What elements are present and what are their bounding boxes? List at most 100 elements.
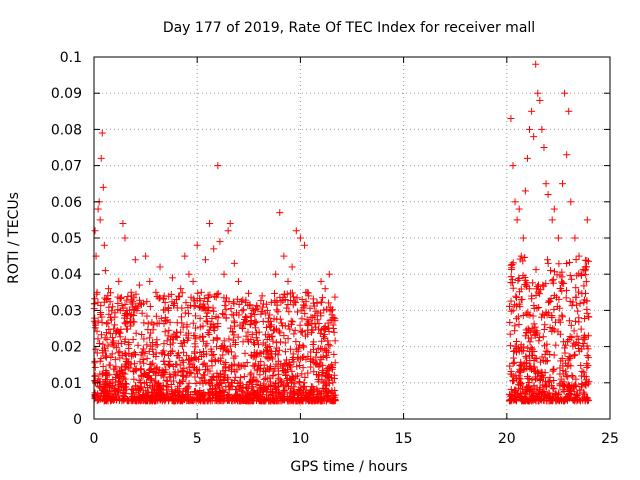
data-point <box>129 368 137 376</box>
data-point <box>301 310 309 318</box>
data-point <box>175 392 183 400</box>
data-point <box>143 354 151 362</box>
data-point <box>102 396 110 404</box>
data-point <box>242 313 250 321</box>
data-point <box>568 334 576 342</box>
data-point <box>194 391 202 399</box>
data-point <box>164 360 172 368</box>
data-point <box>299 384 307 392</box>
data-point <box>125 341 133 349</box>
data-point <box>242 332 250 340</box>
data-point <box>96 216 104 224</box>
data-point <box>552 293 560 301</box>
data-point <box>518 295 526 303</box>
data-point <box>233 396 241 404</box>
data-point <box>229 328 237 336</box>
data-point <box>231 352 239 360</box>
data-point <box>289 387 297 395</box>
data-point <box>196 348 204 356</box>
data-point <box>164 351 172 359</box>
data-point <box>518 395 526 403</box>
data-point <box>583 257 591 265</box>
data-point <box>146 302 154 310</box>
data-point <box>513 294 521 302</box>
data-point <box>580 282 588 290</box>
data-point <box>269 337 277 345</box>
data-point <box>558 354 566 362</box>
data-point <box>236 362 244 370</box>
data-point <box>140 299 148 307</box>
data-point <box>286 325 294 333</box>
data-point <box>511 327 519 335</box>
y-tick-label: 0.06 <box>51 195 82 211</box>
data-point <box>233 295 241 303</box>
data-point <box>527 344 535 352</box>
data-point <box>276 376 284 384</box>
data-point <box>173 296 181 304</box>
data-point <box>301 302 309 310</box>
data-point <box>279 382 287 390</box>
data-point <box>235 311 243 319</box>
data-point <box>246 301 254 309</box>
data-point <box>577 325 585 333</box>
data-point <box>225 396 233 404</box>
data-point <box>239 388 247 396</box>
data-point <box>205 379 213 387</box>
data-point <box>283 356 291 364</box>
data-point <box>129 298 137 306</box>
x-axis-label: GPS time / hours <box>290 459 407 475</box>
data-point <box>164 332 172 340</box>
data-point <box>241 349 249 357</box>
data-point <box>305 397 313 405</box>
data-point <box>295 341 303 349</box>
data-point <box>146 334 154 342</box>
data-point <box>331 315 339 323</box>
data-point <box>94 205 102 213</box>
data-point <box>509 360 517 368</box>
data-point <box>112 374 120 382</box>
data-point <box>160 368 168 376</box>
data-point <box>177 328 185 336</box>
data-point <box>526 338 534 346</box>
data-point <box>149 388 157 396</box>
data-point <box>516 303 524 311</box>
data-point <box>101 334 109 342</box>
data-point <box>519 272 527 280</box>
data-point <box>245 379 253 387</box>
data-point <box>116 377 124 385</box>
data-point <box>534 281 542 289</box>
data-point <box>185 397 193 405</box>
data-point <box>123 306 131 314</box>
data-point <box>171 387 179 395</box>
data-point <box>319 294 327 302</box>
data-point <box>168 298 176 306</box>
data-point <box>213 369 221 377</box>
data-point <box>539 333 547 341</box>
data-point <box>550 385 558 393</box>
data-point <box>247 335 255 343</box>
data-point <box>96 357 104 365</box>
data-point <box>181 252 189 260</box>
data-points <box>90 60 593 405</box>
data-point <box>216 238 224 246</box>
data-point <box>533 384 541 392</box>
data-point <box>200 351 208 359</box>
data-point <box>540 311 548 319</box>
data-point <box>293 389 301 397</box>
data-point <box>562 286 570 294</box>
data-point <box>300 301 308 309</box>
data-point <box>134 302 142 310</box>
data-point <box>93 288 101 296</box>
data-point <box>120 383 128 391</box>
data-point <box>196 333 204 341</box>
data-point <box>167 381 175 389</box>
data-point <box>580 388 588 396</box>
data-point <box>117 373 125 381</box>
data-point <box>146 360 154 368</box>
data-point <box>298 306 306 314</box>
data-point <box>268 332 276 340</box>
data-point <box>276 329 284 337</box>
data-point <box>106 298 114 306</box>
data-point <box>567 390 575 398</box>
data-point <box>149 338 157 346</box>
